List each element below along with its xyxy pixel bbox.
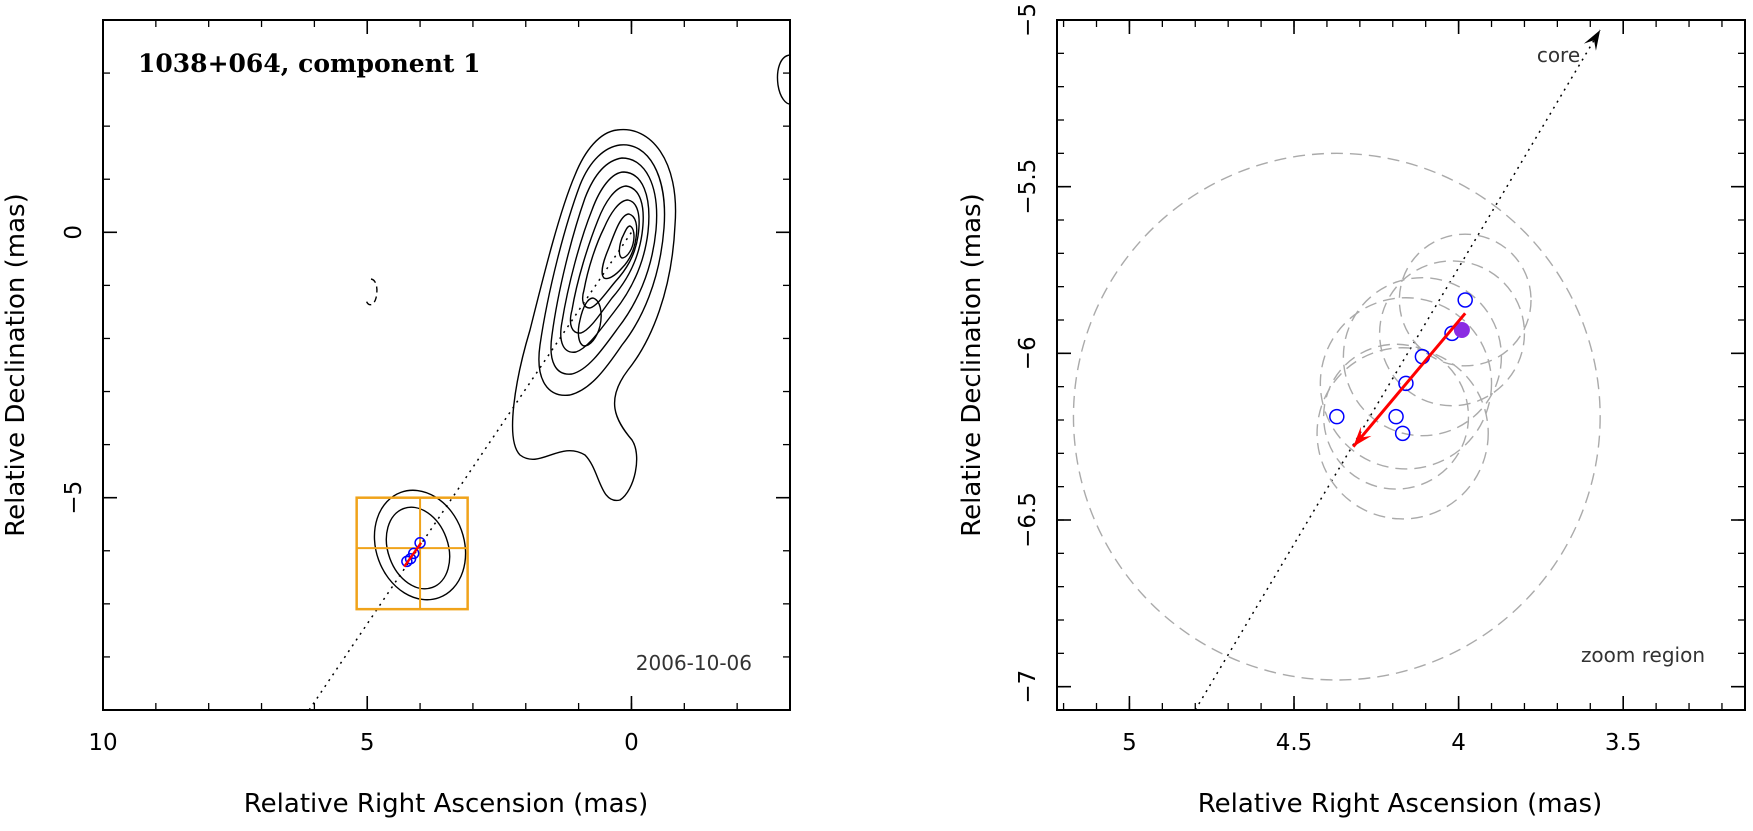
right-x-axis-label: Relative Right Ascension (mas) [1198, 789, 1602, 819]
left-panel-title: 1038+064, component 1 [138, 49, 481, 78]
component-marker [1394, 425, 1411, 442]
zoom-box [355, 496, 469, 611]
right-x-tick-label: 3.5 [1605, 730, 1642, 756]
right-y-tick-label: −7 [1015, 670, 1041, 704]
contour-level-1 [511, 128, 677, 501]
component-size-circle [1398, 233, 1532, 367]
left-x-axis-label: Relative Right Ascension (mas) [244, 789, 648, 819]
core-label: core [1537, 43, 1580, 67]
component-contours [373, 489, 467, 601]
contour-level-4 [560, 171, 650, 353]
component-marker [1388, 408, 1404, 425]
epoch-label: 2006-10-06 [636, 651, 752, 675]
left-x-tick-label: 5 [360, 730, 375, 756]
right-y-axis-label: Relative Declination (mas) [957, 193, 987, 536]
right-panel: core zoom region 5 4.5 4 3.5−5−5.5−6−6.5−7 … [957, 3, 1746, 819]
zoom-region-label: zoom region [1581, 643, 1705, 667]
contour-level-6 [581, 199, 640, 309]
right-y-tick-label: −5 [1015, 3, 1041, 37]
left-y-axis-label: Relative Declination (mas) [1, 193, 31, 536]
reference-point [1453, 322, 1470, 338]
left-component-marker [407, 547, 420, 560]
right-y-tick-label: −6 [1015, 336, 1041, 370]
right-x-tick-label: 4 [1451, 730, 1466, 756]
left-panel: 1038+064, component 1 2006-10-06 10 5 0 0 −5… [1, 19, 791, 819]
left-motion-arrow [403, 542, 423, 568]
negative-contour [365, 278, 378, 306]
contour-level-2 [538, 144, 666, 396]
left-x-tick-label: 10 [88, 730, 117, 756]
left-ticks [102, 19, 791, 711]
component-marker [1329, 408, 1345, 425]
motion-arrow-line [1352, 312, 1467, 448]
jet-contours [511, 128, 677, 501]
contour-level-3 [550, 157, 658, 375]
left-plot-frame [102, 19, 791, 711]
contour-level-5 [569, 185, 644, 334]
component-size-circle [1319, 297, 1493, 470]
contour-level-7 [601, 213, 638, 280]
right-y-tick-label: −6.5 [1015, 492, 1041, 548]
right-ticks [1057, 19, 1745, 710]
component-size-circle [1316, 347, 1489, 520]
right-tick-labels: 5 4.5 4 3.5 −5 −5.5 −6 −6.5 −7 [1015, 3, 1641, 756]
right-x-tick-label: 4.5 [1276, 730, 1313, 756]
left-tick-labels: 10 5 0 0 −5 [61, 225, 639, 756]
component-marker [1398, 375, 1414, 392]
component-marker [1457, 292, 1473, 308]
motion-arrow-head [1353, 426, 1372, 447]
component-size-circle [1322, 343, 1470, 490]
edge-contour [776, 54, 790, 105]
right-plot-area [1072, 29, 1601, 710]
component-size-circle [1378, 260, 1526, 407]
right-component-markers [1329, 292, 1473, 442]
jet-axis-line [1194, 29, 1601, 710]
component-size-circle [1342, 276, 1503, 437]
right-plot-frame [1056, 19, 1746, 711]
right-x-tick-label: 5 [1122, 730, 1137, 756]
core-direction-arrow-head [1583, 30, 1601, 51]
left-x-tick-label: 0 [624, 730, 639, 756]
right-y-tick-label: −5.5 [1015, 159, 1041, 215]
left-y-tick-label: 0 [61, 225, 87, 240]
contour-knot [577, 297, 602, 347]
component-contour-outer [373, 489, 467, 601]
component-size-circle [1072, 152, 1601, 681]
left-plot-area [308, 54, 790, 710]
left-y-tick-label: −5 [61, 481, 87, 515]
component-size-circles [1072, 152, 1601, 681]
left-component-markers [401, 537, 426, 568]
left-component-marker [414, 537, 426, 549]
component-contour-inner [385, 506, 451, 590]
jet-axis-line [308, 231, 633, 710]
contour-level-8 [618, 225, 635, 259]
